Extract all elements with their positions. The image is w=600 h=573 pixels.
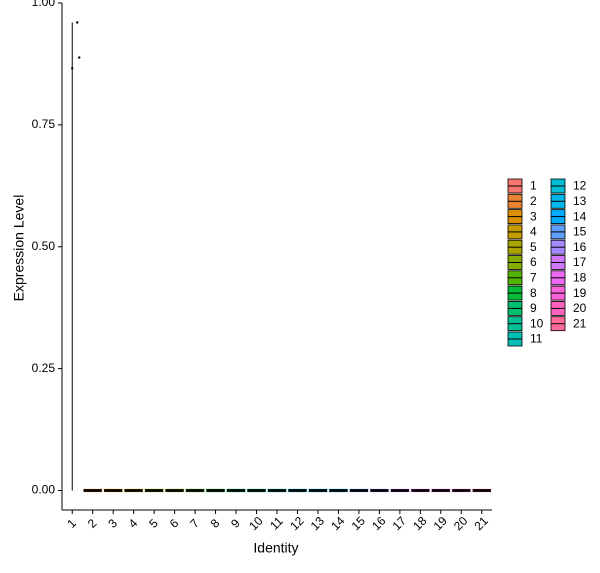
legend-label: 19 — [573, 286, 587, 300]
violin — [288, 488, 307, 493]
violin — [226, 488, 246, 493]
violin — [144, 488, 164, 493]
violin — [206, 488, 225, 493]
legend-label: 5 — [530, 240, 537, 254]
x-tick-label: 3 — [105, 516, 120, 531]
violin — [472, 488, 492, 493]
x-tick-label: 10 — [246, 514, 266, 534]
y-axis-title: Expression Level — [11, 195, 27, 302]
x-tick-label: 4 — [126, 516, 141, 531]
point — [76, 21, 79, 24]
x-tick-label: 20 — [451, 514, 471, 534]
x-tick-label: 21 — [472, 514, 492, 534]
legend-label: 6 — [530, 255, 537, 269]
legend-label: 17 — [573, 255, 587, 269]
point — [78, 56, 81, 59]
x-tick-label: 19 — [431, 514, 451, 534]
legend-label: 11 — [530, 332, 543, 346]
x-tick-label: 16 — [369, 514, 389, 534]
violin — [247, 488, 266, 493]
legend-label: 3 — [530, 209, 537, 223]
x-tick-label: 18 — [410, 514, 430, 534]
y-tick-label: 0.25 — [32, 361, 56, 375]
violin — [103, 488, 123, 493]
legend-label: 2 — [530, 194, 537, 208]
x-tick-label: 8 — [208, 516, 223, 531]
y-tick-label: 0.50 — [32, 239, 56, 253]
x-tick-label: 14 — [328, 514, 348, 534]
y-tick-label: 1.00 — [32, 0, 56, 9]
violin — [308, 488, 328, 493]
legend-label: 16 — [573, 240, 587, 254]
legend-label: 20 — [573, 301, 587, 315]
legend-label: 7 — [530, 270, 537, 284]
x-tick-label: 7 — [187, 516, 202, 531]
violin — [165, 488, 184, 493]
violin — [267, 488, 287, 493]
x-axis-title: Identity — [253, 540, 298, 556]
violin — [451, 488, 471, 493]
y-tick-label: 0.75 — [32, 117, 56, 131]
x-tick-label: 13 — [308, 514, 328, 534]
legend-label: 8 — [530, 286, 537, 300]
legend-label: 12 — [573, 179, 587, 193]
x-tick-label: 12 — [287, 514, 307, 534]
legend-label: 4 — [530, 225, 537, 239]
violin — [185, 488, 205, 493]
violin — [83, 488, 103, 493]
legend-label: 14 — [573, 209, 587, 223]
legend-label: 10 — [530, 316, 544, 330]
point — [71, 67, 74, 70]
y-tick-label: 0.00 — [32, 483, 56, 497]
violin — [410, 488, 430, 493]
violin — [431, 488, 451, 493]
legend-label: 9 — [530, 301, 537, 315]
x-tick-label: 1 — [64, 516, 79, 531]
x-tick-label: 9 — [228, 516, 243, 531]
violin — [390, 488, 410, 493]
x-tick-label: 2 — [85, 516, 100, 531]
legend-label: 18 — [573, 270, 587, 284]
x-tick-label: 17 — [390, 514, 410, 534]
legend-label: 13 — [573, 194, 587, 208]
violin — [370, 488, 389, 493]
legend-label: 21 — [573, 316, 587, 330]
x-tick-label: 6 — [167, 516, 182, 531]
x-tick-label: 11 — [267, 514, 286, 533]
legend-label: 1 — [530, 179, 537, 193]
violin — [349, 488, 369, 493]
x-tick-label: 15 — [349, 514, 369, 534]
violin — [124, 488, 144, 493]
x-tick-label: 5 — [146, 516, 161, 531]
violin — [329, 488, 348, 493]
legend-label: 15 — [573, 225, 587, 239]
